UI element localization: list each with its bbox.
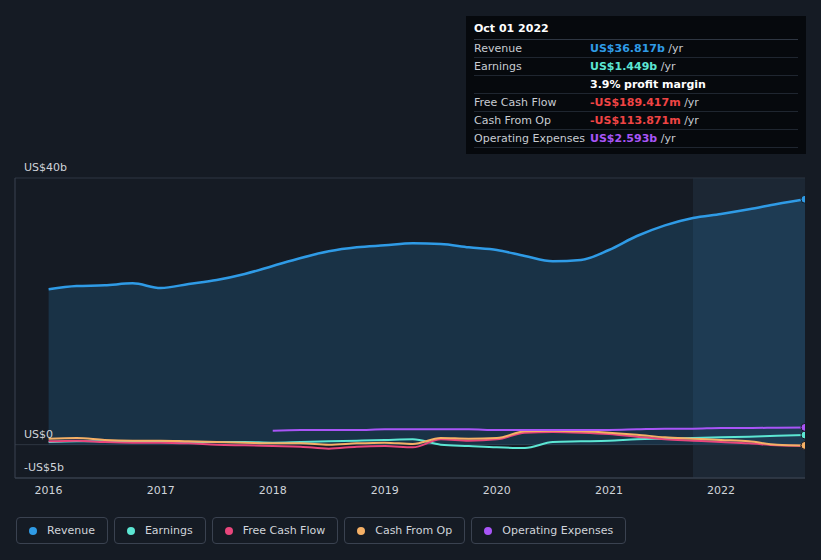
html-text:Cash From Op: Cash From Op (375, 524, 453, 537)
html-text:US$1.449b /yr: US$1.449b /yr (590, 60, 676, 73)
html-text:Free Cash Flow: Free Cash Flow (474, 96, 557, 109)
svg-text:2021: 2021 (595, 484, 623, 497)
html-text:US$2.593b /yr: US$2.593b /yr (590, 132, 676, 145)
html-text:-US$113.871m /yr: -US$113.871m /yr (590, 114, 699, 127)
svg-text:2022: 2022 (707, 484, 735, 497)
html-text:Operating Expenses: Operating Expenses (474, 132, 585, 145)
html-text:Earnings: Earnings (474, 60, 522, 73)
svg-text:2019: 2019 (371, 484, 399, 497)
html-text:Earnings: Earnings (144, 524, 193, 537)
html-text:-US$189.417m /yr: -US$189.417m /yr (590, 96, 699, 109)
svg-text:2016: 2016 (35, 484, 63, 497)
html-text:Revenue: Revenue (474, 42, 522, 55)
html-text:Free Cash Flow: Free Cash Flow (242, 524, 326, 537)
html-text:Operating Expenses: Operating Expenses (502, 524, 614, 537)
svg-text:2018: 2018 (259, 484, 287, 497)
html-text:Revenue: Revenue (47, 524, 95, 537)
html-text:US$36.817b /yr: US$36.817b /yr (590, 42, 684, 55)
html-text:3.9% profit margin: 3.9% profit margin (590, 78, 706, 91)
svg-text:2020: 2020 (483, 484, 511, 497)
svg-text:2017: 2017 (147, 484, 175, 497)
svg-text:US$40b: US$40b (24, 161, 67, 174)
html-text:Oct 01 2022: Oct 01 2022 (474, 22, 549, 35)
html-text:Cash From Op: Cash From Op (474, 114, 551, 127)
svg-text:US$0: US$0 (24, 428, 53, 441)
svg-text:-US$5b: -US$5b (24, 461, 64, 474)
